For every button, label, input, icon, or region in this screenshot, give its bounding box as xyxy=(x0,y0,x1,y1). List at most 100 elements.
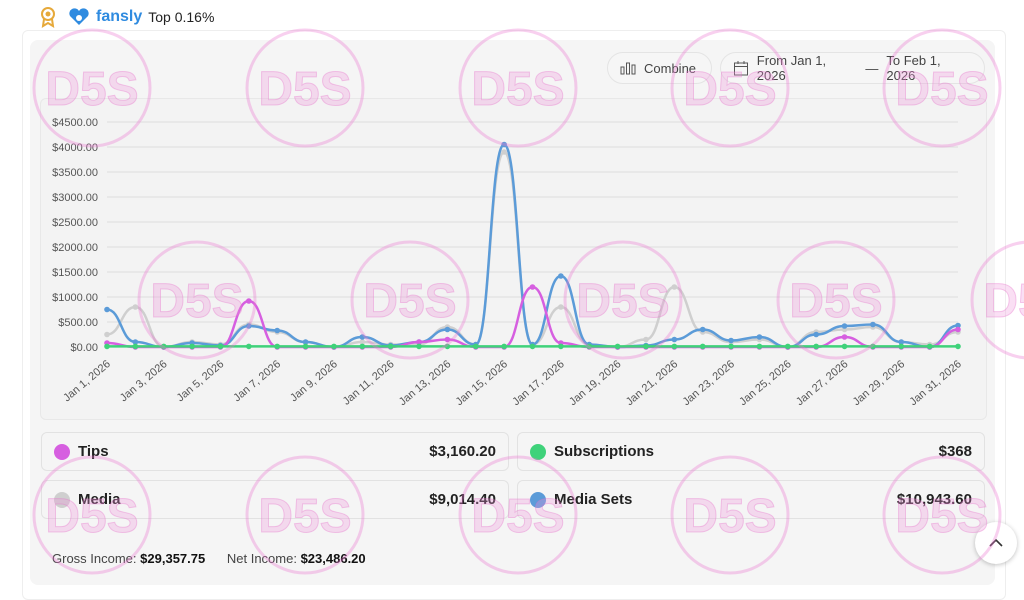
data-point xyxy=(558,273,564,279)
bar-icon xyxy=(620,62,636,75)
fansly-logo xyxy=(69,8,89,26)
net-label: Net Income: xyxy=(226,551,297,566)
data-point xyxy=(416,343,422,350)
date-range[interactable]: From Jan 1, 2026 — To Feb 1, 2026 xyxy=(720,52,985,84)
y-tick-label: $4000.00 xyxy=(52,142,98,154)
data-point xyxy=(614,343,621,350)
data-point xyxy=(444,343,451,350)
legend-dot xyxy=(530,443,546,460)
data-point xyxy=(728,343,734,350)
data-point xyxy=(785,343,791,350)
y-tick-label: $0.00 xyxy=(70,342,98,354)
data-point xyxy=(274,343,281,350)
y-tick-label: $3000.00 xyxy=(52,192,98,204)
data-point xyxy=(728,337,734,344)
data-point xyxy=(501,149,507,155)
legend-dot xyxy=(54,491,70,508)
data-point xyxy=(955,322,961,329)
data-point xyxy=(359,339,366,345)
data-point xyxy=(870,343,876,350)
legend-total: $3,160.20 xyxy=(429,443,496,460)
data-point xyxy=(302,343,309,350)
x-tick-label: Jan 7, 2026 xyxy=(231,358,283,404)
x-tick-label: Jan 29, 2026 xyxy=(851,358,907,408)
data-point xyxy=(472,343,479,350)
data-point xyxy=(302,339,309,345)
legend-label: Subscriptions xyxy=(554,443,655,460)
x-tick-label: Jan 9, 2026 xyxy=(288,358,340,404)
data-point xyxy=(104,306,110,313)
data-point xyxy=(699,343,706,350)
data-point xyxy=(132,339,139,345)
chart: $0.00 $500.00 $1000.00 $1500.00 $2000.00 $250… xyxy=(52,117,964,408)
data-point xyxy=(643,336,649,343)
data-point xyxy=(359,334,366,340)
x-tick-label: Jan 5, 2026 xyxy=(175,358,227,404)
scroll-top-button[interactable] xyxy=(975,522,1017,564)
gross-label: Gross Income: xyxy=(52,551,137,566)
chevron-up xyxy=(989,538,1003,547)
data-point xyxy=(756,343,763,350)
data-point xyxy=(699,326,706,333)
series-line xyxy=(106,285,959,349)
data-point xyxy=(217,343,224,350)
combine-label: Combine xyxy=(644,60,697,76)
legend-item[interactable]: Tips $3,160.20 xyxy=(41,432,509,471)
brand: fansly xyxy=(96,8,143,25)
x-tick-label: Jan 27, 2026 xyxy=(794,358,850,408)
data-point xyxy=(246,343,252,350)
series-line xyxy=(106,143,959,349)
data-point xyxy=(444,326,451,333)
x-tick-label: Jan 11, 2026 xyxy=(341,358,397,408)
y-tick-label: $500.00 xyxy=(58,317,98,329)
plot-area xyxy=(40,98,987,420)
data-point xyxy=(387,343,394,350)
date-to: To Feb 1, 2026 xyxy=(886,53,941,83)
net-value: $23,486.20 xyxy=(300,551,366,566)
data-point xyxy=(643,343,649,350)
x-tick-label: Jan 19, 2026 xyxy=(567,358,623,408)
legend-label: Media xyxy=(78,491,121,508)
rank: Top 0.16% xyxy=(148,9,215,25)
x-tick-label: Jan 23, 2026 xyxy=(681,358,737,408)
data-point xyxy=(841,334,848,340)
legend-total: $9,014.40 xyxy=(429,491,496,508)
data-point xyxy=(841,323,848,329)
data-point xyxy=(274,327,281,334)
combine-button[interactable]: Combine xyxy=(607,52,712,84)
data-point xyxy=(416,339,422,345)
y-tick-label: $2000.00 xyxy=(52,242,98,254)
data-point xyxy=(898,339,905,345)
series-line xyxy=(106,150,959,349)
data-point xyxy=(870,321,876,328)
data-point xyxy=(671,336,678,343)
y-tick-label: $1000.00 xyxy=(52,292,98,304)
date-separator: — xyxy=(865,60,879,76)
data-point xyxy=(132,304,139,310)
legend-item[interactable]: Subscriptions $368 xyxy=(517,432,985,471)
gross-value: $29,357.75 xyxy=(140,551,206,566)
data-point xyxy=(189,343,195,350)
data-point xyxy=(841,343,848,350)
award-icon xyxy=(41,7,55,28)
x-tick-label: Jan 1, 2026 xyxy=(61,358,113,404)
legend-dot xyxy=(530,491,546,508)
legend-item[interactable]: Media Sets $10,943.60 xyxy=(517,480,985,519)
data-point xyxy=(331,343,337,350)
y-tick-label: $2500.00 xyxy=(52,217,98,229)
legend-total: $368 xyxy=(938,443,972,460)
data-point xyxy=(671,343,678,350)
data-point xyxy=(558,304,564,310)
data-point xyxy=(132,343,139,350)
header: fansly Top 0.16% xyxy=(38,6,214,28)
data-point xyxy=(104,331,110,338)
data-point xyxy=(813,331,819,338)
data-point xyxy=(501,343,507,350)
legend-item[interactable]: Media $9,014.40 xyxy=(41,480,509,519)
data-point xyxy=(529,284,536,290)
legend-label: Media Sets xyxy=(554,491,633,508)
x-tick-label: Jan 25, 2026 xyxy=(737,358,793,408)
data-point xyxy=(671,284,678,290)
data-point xyxy=(104,343,110,350)
